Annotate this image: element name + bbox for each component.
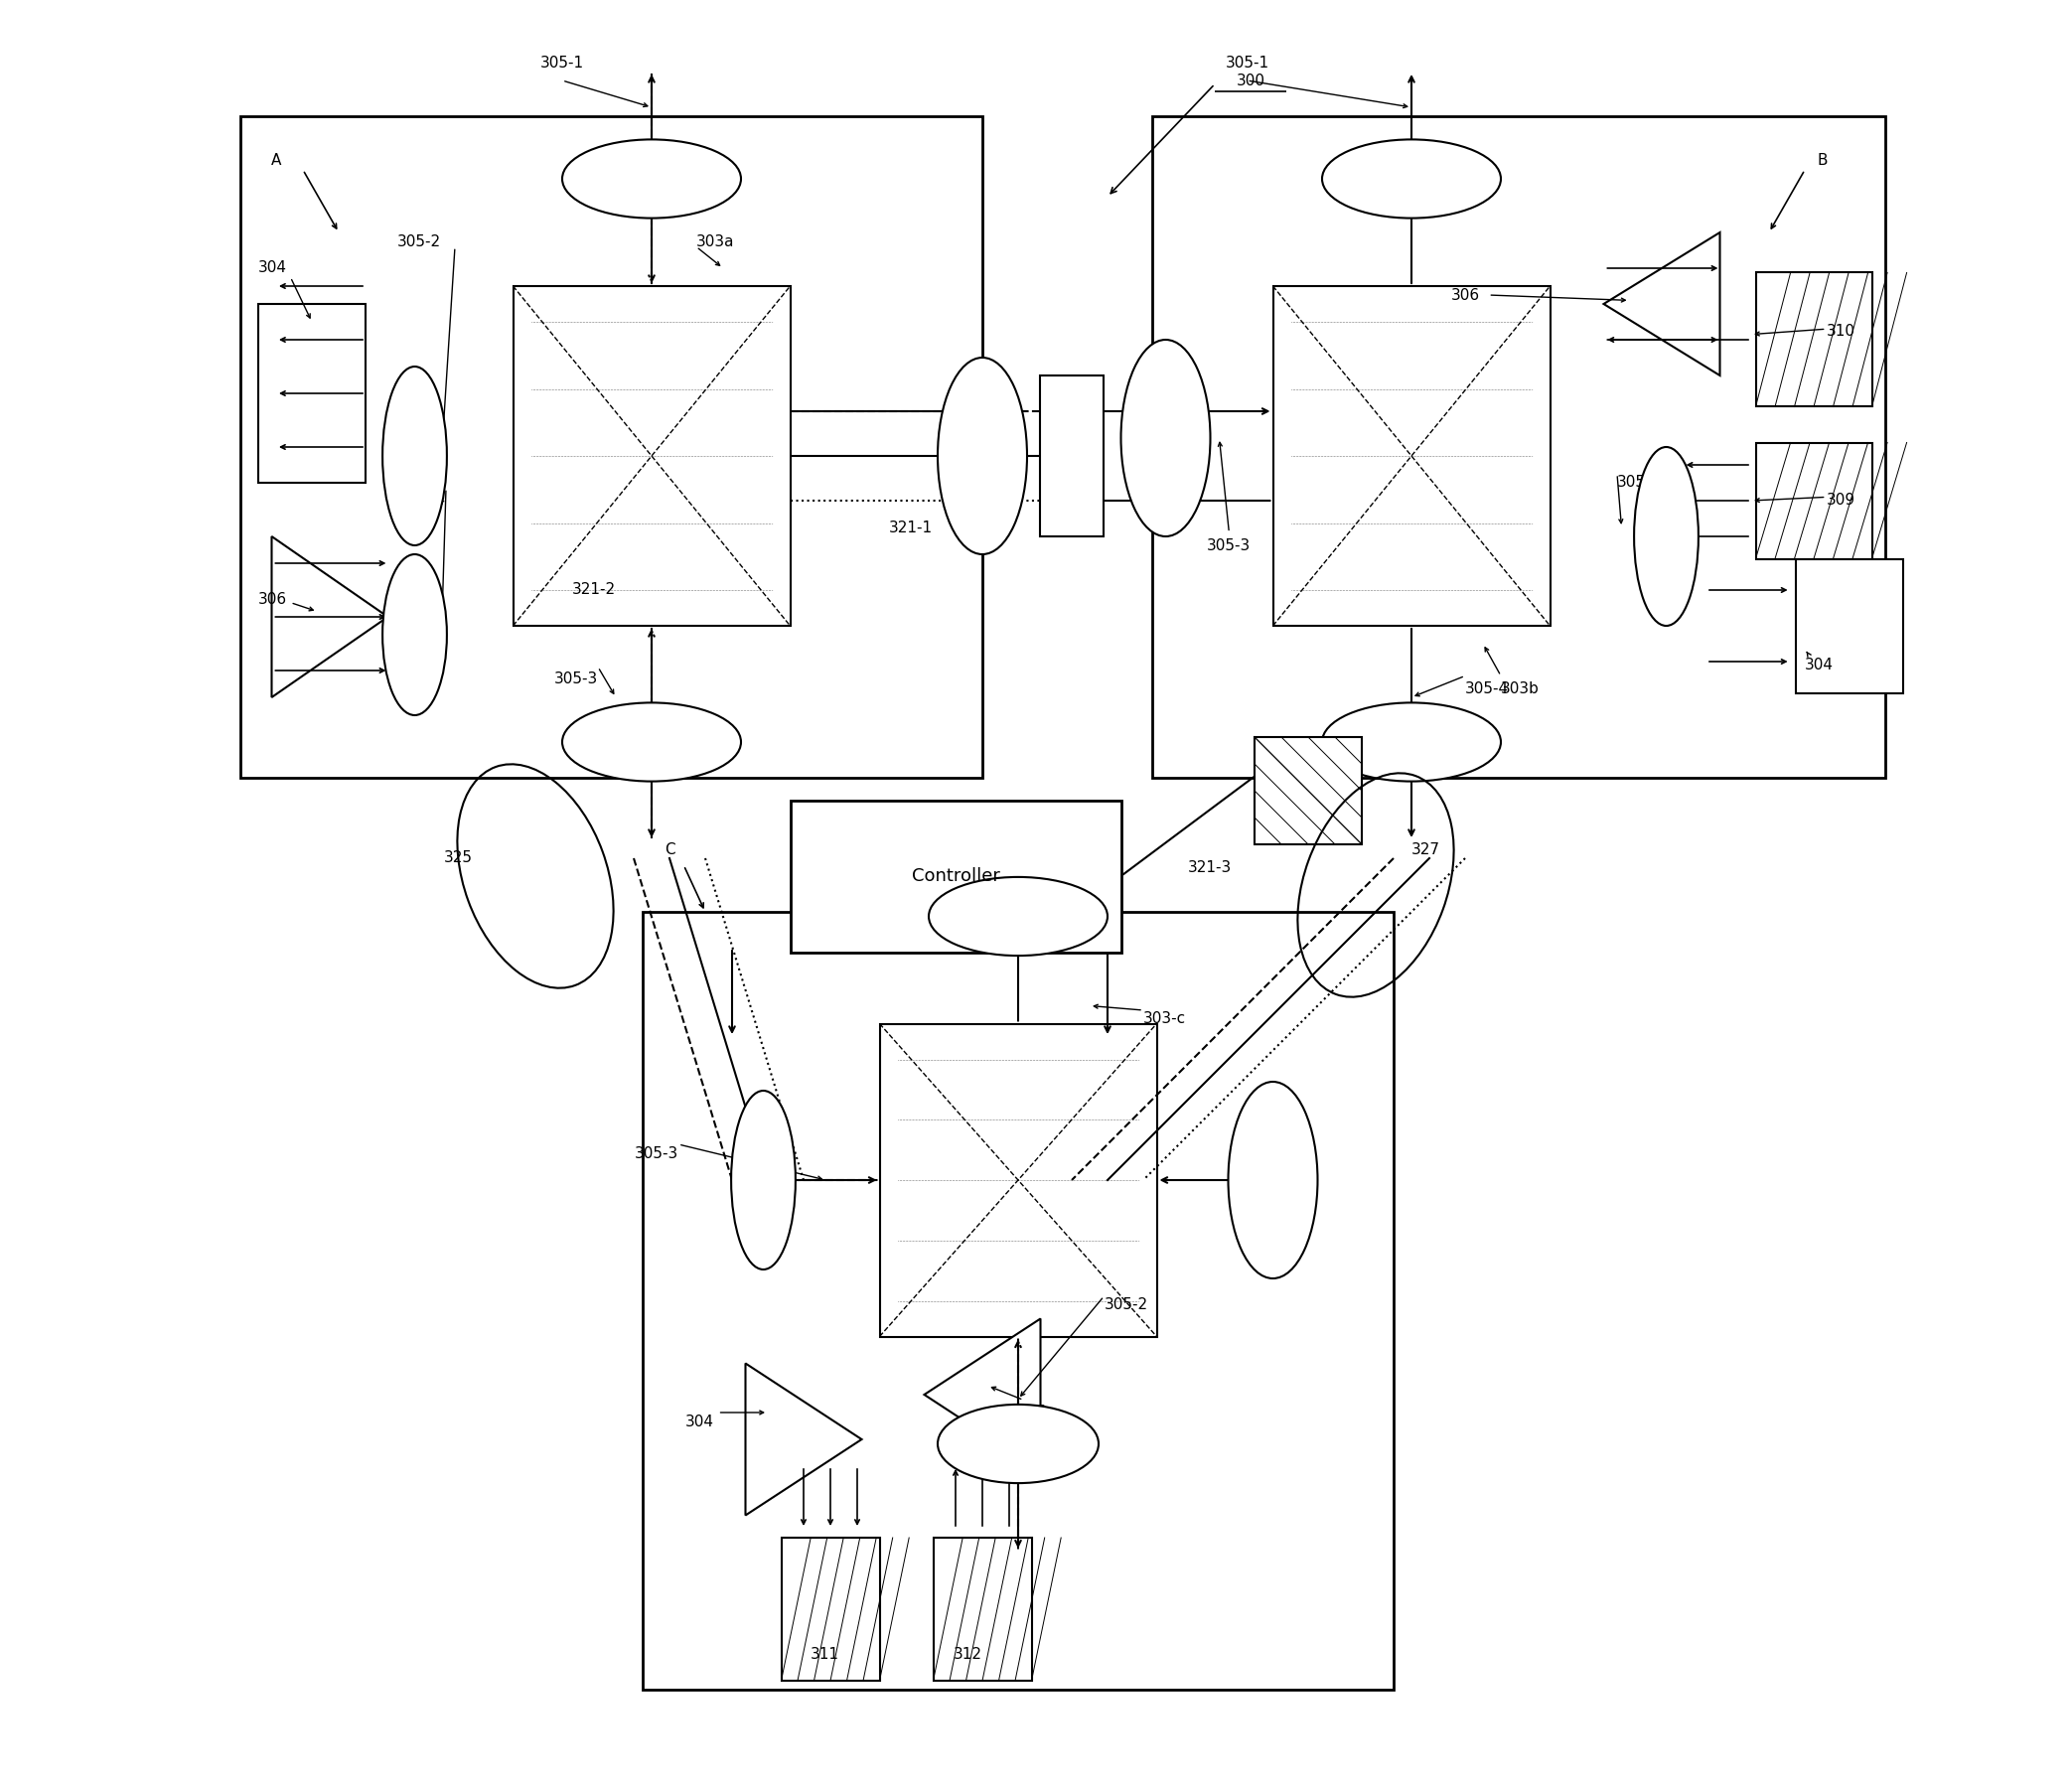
Text: 321-3: 321-3 bbox=[1187, 860, 1233, 874]
Polygon shape bbox=[271, 536, 387, 697]
Text: 303b: 303b bbox=[1500, 681, 1539, 696]
Bar bbox=[642, 912, 1394, 1690]
Text: 305-1: 305-1 bbox=[997, 940, 1040, 955]
Ellipse shape bbox=[1635, 447, 1699, 626]
Ellipse shape bbox=[383, 367, 448, 545]
Text: 340: 340 bbox=[941, 896, 970, 910]
Text: 305-4: 305-4 bbox=[402, 493, 445, 508]
Ellipse shape bbox=[562, 139, 742, 218]
Ellipse shape bbox=[383, 554, 448, 715]
Text: B: B bbox=[1817, 154, 1828, 168]
Text: 305-1: 305-1 bbox=[1225, 55, 1268, 70]
Text: 305-3: 305-3 bbox=[634, 1146, 678, 1160]
Text: 342: 342 bbox=[794, 914, 821, 928]
Bar bbox=[879, 1023, 1156, 1336]
Text: C: C bbox=[665, 842, 675, 856]
Bar bbox=[1755, 272, 1871, 406]
Ellipse shape bbox=[1229, 1082, 1318, 1278]
Text: 304: 304 bbox=[1805, 658, 1834, 672]
Bar bbox=[259, 304, 365, 483]
Ellipse shape bbox=[1121, 340, 1210, 536]
Text: 311: 311 bbox=[810, 1647, 839, 1661]
Polygon shape bbox=[924, 1320, 1040, 1470]
Text: 300: 300 bbox=[1237, 73, 1264, 88]
Ellipse shape bbox=[1322, 139, 1500, 218]
Bar bbox=[1040, 375, 1104, 536]
Text: 321-1: 321-1 bbox=[889, 520, 932, 535]
Text: 323: 323 bbox=[951, 431, 978, 445]
Ellipse shape bbox=[562, 703, 742, 781]
Text: A: A bbox=[271, 154, 282, 168]
Text: 304: 304 bbox=[259, 261, 286, 275]
Text: 305-4: 305-4 bbox=[1245, 1119, 1289, 1134]
Ellipse shape bbox=[731, 1091, 796, 1269]
Ellipse shape bbox=[939, 358, 1028, 554]
Bar bbox=[514, 286, 789, 626]
Text: 305-2: 305-2 bbox=[1616, 476, 1662, 490]
Text: 305-4: 305-4 bbox=[1465, 681, 1508, 696]
Text: 304: 304 bbox=[686, 1414, 715, 1429]
Text: 305-2: 305-2 bbox=[1104, 1298, 1148, 1312]
Text: 306: 306 bbox=[259, 592, 288, 606]
Text: 327: 327 bbox=[1411, 842, 1440, 856]
Bar bbox=[1796, 558, 1904, 692]
Ellipse shape bbox=[928, 876, 1109, 955]
Bar bbox=[240, 116, 982, 778]
Text: 321-2: 321-2 bbox=[572, 583, 615, 597]
Text: 305-2: 305-2 bbox=[398, 234, 441, 249]
Text: 305-1: 305-1 bbox=[541, 55, 584, 70]
Bar bbox=[1152, 116, 1886, 778]
Ellipse shape bbox=[939, 1404, 1098, 1482]
Polygon shape bbox=[746, 1362, 862, 1516]
Text: 325: 325 bbox=[443, 851, 472, 865]
Polygon shape bbox=[1604, 232, 1720, 375]
Bar bbox=[1755, 443, 1871, 558]
Text: 303a: 303a bbox=[696, 234, 736, 249]
Text: 306: 306 bbox=[1017, 1405, 1046, 1420]
Text: 309: 309 bbox=[1825, 493, 1854, 508]
Bar bbox=[1254, 737, 1361, 844]
Text: Controller: Controller bbox=[912, 867, 999, 885]
Text: 303-c: 303-c bbox=[1144, 1012, 1185, 1026]
Text: 305-3: 305-3 bbox=[553, 672, 599, 687]
Text: 306: 306 bbox=[1450, 288, 1479, 302]
Bar bbox=[1272, 286, 1550, 626]
Bar bbox=[789, 801, 1121, 951]
Bar bbox=[781, 1538, 879, 1681]
Text: 305-3: 305-3 bbox=[1208, 538, 1251, 552]
Bar bbox=[932, 1538, 1032, 1681]
Text: 312: 312 bbox=[953, 1647, 982, 1661]
Text: 310: 310 bbox=[1825, 324, 1854, 338]
Ellipse shape bbox=[1322, 703, 1500, 781]
